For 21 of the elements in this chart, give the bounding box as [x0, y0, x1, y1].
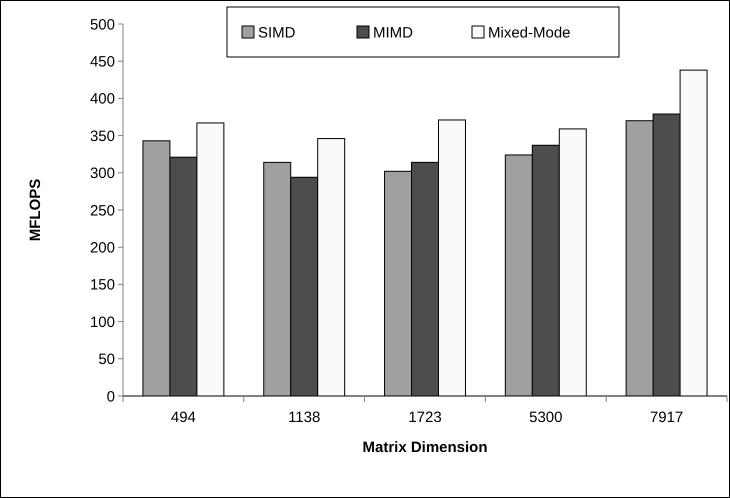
- x-tick-label: 1723: [408, 409, 442, 426]
- y-tick-label: 450: [90, 53, 115, 70]
- y-tick-label: 150: [90, 276, 115, 294]
- x-tick-label: 1138: [288, 409, 320, 426]
- y-axis-title: MFLOPS: [27, 178, 44, 242]
- x-tick-label: 5300: [529, 409, 562, 426]
- y-tick-label: 250: [90, 202, 115, 220]
- y-tick-label: 200: [90, 239, 115, 256]
- y-tick-label: 100: [90, 314, 115, 331]
- y-tick-label: 50: [98, 351, 115, 368]
- legend-label: MIMD: [373, 24, 414, 42]
- legend-label: Mixed-Mode: [488, 24, 571, 42]
- y-tick-label: 400: [90, 90, 115, 108]
- y-tick-label: 0: [106, 388, 115, 406]
- y-tick-label: 300: [90, 165, 115, 182]
- x-tick-label: 7917: [650, 409, 684, 426]
- x-tick-label: 494: [170, 409, 196, 426]
- y-tick-label: 500: [90, 16, 115, 34]
- x-axis-title: Matrix Dimension: [362, 439, 488, 456]
- y-tick-label: 350: [90, 128, 115, 145]
- legend-label: SIMD: [258, 24, 296, 42]
